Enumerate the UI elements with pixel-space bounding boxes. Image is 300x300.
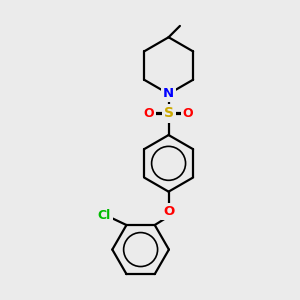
Text: N: N [163,87,174,101]
Text: S: S [164,106,174,120]
Text: O: O [183,107,194,120]
Text: O: O [163,205,174,218]
Text: Cl: Cl [98,209,111,222]
Text: O: O [144,107,154,120]
